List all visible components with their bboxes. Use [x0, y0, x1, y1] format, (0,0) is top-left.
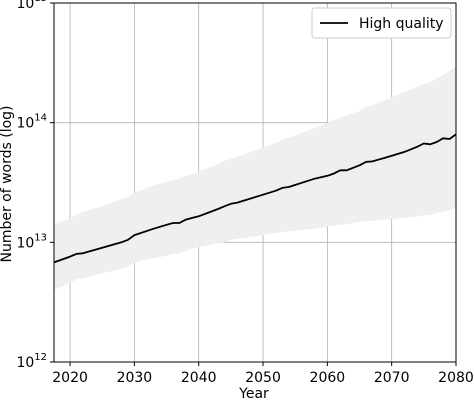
legend: High quality — [311, 7, 452, 39]
x-tick-label: 2020 — [52, 370, 88, 386]
y-tick-label: 1014 — [16, 113, 47, 132]
y-tick-label: 1012 — [16, 352, 47, 371]
x-tick-label: 2070 — [374, 370, 410, 386]
x-tick-label: 2050 — [245, 370, 281, 386]
x-tick-label: 2080 — [438, 370, 474, 386]
plot-frame — [53, 2, 457, 363]
x-axis-ticks: 2020 2030 2040 2050 2060 2070 2080 — [52, 362, 474, 386]
legend-box — [311, 7, 452, 39]
x-tick-label: 2030 — [117, 370, 153, 386]
x-tick-label: 2060 — [310, 370, 346, 386]
y-tick-label: 1015 — [16, 0, 47, 12]
x-tick-label: 2040 — [181, 370, 217, 386]
legend-label-high-quality: High quality — [359, 16, 444, 32]
series-line-high-quality — [53, 133, 457, 264]
x-axis-label: Year — [238, 386, 269, 401]
y-axis-label: Number of words (log) — [0, 105, 15, 262]
y-tick-label: 1013 — [16, 232, 47, 251]
y-axis-ticks: 1012 1013 1014 1015 — [16, 0, 54, 371]
uncertainty-band — [54, 66, 456, 291]
